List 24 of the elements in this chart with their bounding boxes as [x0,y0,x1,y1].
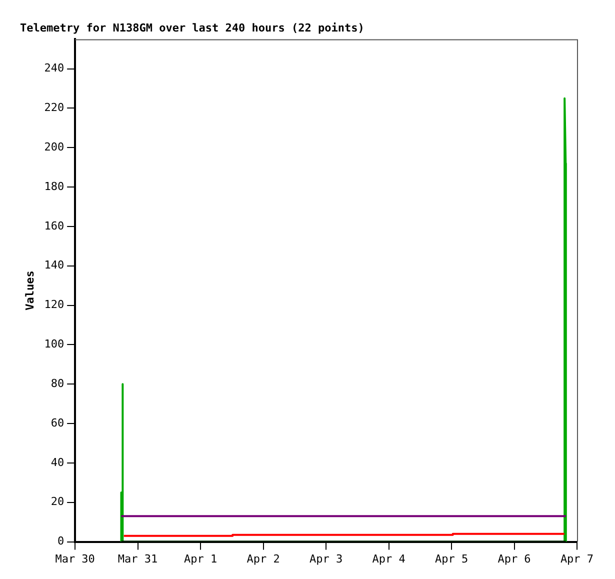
y-tick-label: 0 [57,534,64,548]
x-tick-label: Apr 6 [498,552,531,566]
y-axis-title: Values [23,270,36,310]
x-tick-label: Apr 2 [246,552,280,566]
y-tick-label: 60 [50,416,64,430]
y-tick-label: 20 [50,495,64,508]
x-tick-label: Mar 31 [118,552,158,566]
x-tick-label: Apr 7 [560,552,594,566]
y-tick-label: 220 [44,101,64,114]
x-tick-label: Apr 4 [372,552,406,566]
y-tick-label: 140 [44,258,64,272]
x-tick-label: Apr 5 [434,552,468,566]
y-tick-label: 240 [44,62,64,75]
y-tick-label: 200 [44,140,64,154]
x-tick-label: Apr 1 [184,552,218,566]
y-tick-label: 180 [44,180,64,193]
y-tick-label: 40 [50,456,64,469]
y-tick-label: 100 [44,338,64,351]
y-tick-label: 80 [50,376,64,390]
y-tick-label: 160 [44,219,64,232]
x-tick-label: Apr 3 [309,552,343,566]
x-tick-label: Mar 30 [55,552,95,566]
chart-title: Telemetry for N138GM over last 240 hours (22 points) [20,21,364,34]
y-tick-label: 120 [44,298,64,312]
